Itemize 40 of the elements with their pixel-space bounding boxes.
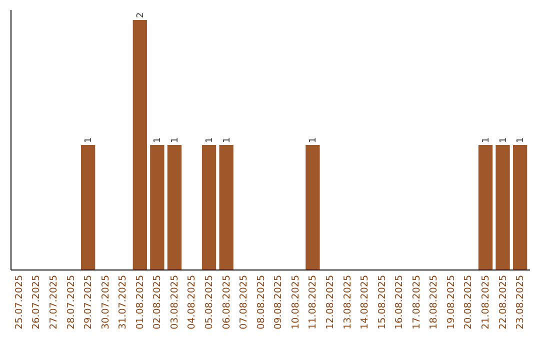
x-tick-label: 06.08.2025 <box>221 275 232 330</box>
x-tick-label: 10.08.2025 <box>290 275 302 330</box>
x-tick-label: 21.08.2025 <box>480 275 492 330</box>
x-tick-label: 28.07.2025 <box>66 275 77 330</box>
x-tick-label: 22.08.2025 <box>498 275 509 330</box>
x-tick-label: 25.07.2025 <box>14 275 25 330</box>
data-label: 1 <box>153 137 164 143</box>
x-tick-label: 07.08.2025 <box>238 275 250 330</box>
x-tick-label: 23.08.2025 <box>515 275 526 330</box>
x-tick-label: 17.08.2025 <box>411 275 422 330</box>
x-tick-label: 11.08.2025 <box>308 275 319 330</box>
x-tick-label: 29.07.2025 <box>83 275 94 330</box>
data-label: 1 <box>170 137 180 143</box>
x-tick-label: 30.07.2025 <box>100 275 112 330</box>
x-tick-label: 15.08.2025 <box>376 275 388 330</box>
x-tick-label: 14.08.2025 <box>360 275 371 330</box>
x-tick-label: 03.08.2025 <box>169 275 180 330</box>
x-tick-label: 16.08.2025 <box>394 275 406 330</box>
x-tick-label: 20.08.2025 <box>463 275 474 330</box>
x-tick-label: 18.08.2025 <box>428 275 440 330</box>
x-tick-label: 19.08.2025 <box>446 275 457 330</box>
data-label: 1 <box>308 137 319 143</box>
x-tick-label: 12.08.2025 <box>324 275 336 330</box>
data-label: 1 <box>498 137 509 143</box>
data-label: 1 <box>205 137 216 143</box>
data-label: 1 <box>84 137 94 143</box>
data-label: 1 <box>516 137 526 143</box>
x-tick-label: 26.07.2025 <box>31 275 42 330</box>
x-tick-label: 31.07.2025 <box>118 275 129 330</box>
x-tick-label: 09.08.2025 <box>273 275 284 330</box>
x-tick-label: 02.08.2025 <box>152 275 164 330</box>
x-tick-label: 13.08.2025 <box>342 275 354 330</box>
data-label: 1 <box>481 137 492 143</box>
data-label: 2 <box>136 12 146 18</box>
x-tick-label: 01.08.2025 <box>134 275 146 330</box>
x-tick-label: 27.07.2025 <box>48 275 60 330</box>
data-label: 1 <box>222 137 232 143</box>
x-tick-label: 04.08.2025 <box>186 275 198 330</box>
x-tick-label: 05.08.2025 <box>204 275 216 330</box>
x-tick-label: 08.08.2025 <box>256 275 267 330</box>
